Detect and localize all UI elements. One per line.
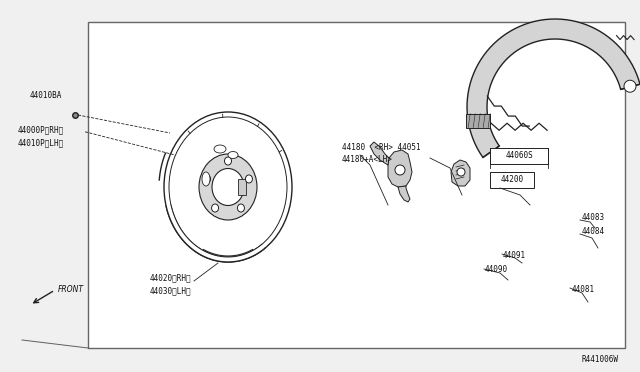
Ellipse shape (225, 157, 232, 165)
Text: R441006W: R441006W (581, 355, 618, 364)
Polygon shape (166, 205, 265, 262)
FancyBboxPatch shape (88, 22, 625, 348)
Ellipse shape (245, 175, 252, 183)
Text: 44020〈RH〉: 44020〈RH〉 (150, 273, 191, 282)
Circle shape (457, 168, 465, 176)
Polygon shape (398, 186, 410, 202)
Text: 44200: 44200 (500, 176, 524, 185)
Text: 44030〈LH〉: 44030〈LH〉 (150, 286, 191, 295)
Polygon shape (467, 19, 640, 157)
Text: 44091: 44091 (503, 250, 526, 260)
Polygon shape (370, 142, 389, 165)
Text: 44083: 44083 (582, 214, 605, 222)
Ellipse shape (204, 175, 211, 183)
Ellipse shape (237, 204, 244, 212)
Polygon shape (164, 112, 292, 262)
FancyBboxPatch shape (466, 113, 490, 128)
Text: 44180+A<LH>: 44180+A<LH> (342, 155, 393, 164)
FancyBboxPatch shape (490, 172, 534, 188)
Ellipse shape (212, 204, 219, 212)
Text: 44060S: 44060S (505, 151, 533, 160)
Circle shape (624, 80, 636, 92)
Polygon shape (451, 160, 470, 186)
Text: 44010BA: 44010BA (30, 90, 62, 99)
Ellipse shape (202, 172, 210, 186)
Ellipse shape (199, 154, 257, 220)
Text: 44090: 44090 (485, 266, 508, 275)
Ellipse shape (228, 151, 238, 158)
Circle shape (395, 165, 405, 175)
Text: 44000P〈RH〉: 44000P〈RH〉 (18, 125, 64, 135)
Text: 44180  <RH> 44051: 44180 <RH> 44051 (342, 144, 420, 153)
Text: 44010P〈LH〉: 44010P〈LH〉 (18, 138, 64, 148)
FancyBboxPatch shape (490, 148, 548, 164)
Text: FRONT: FRONT (58, 285, 84, 295)
Ellipse shape (212, 169, 244, 205)
Polygon shape (388, 150, 412, 187)
Text: 44081: 44081 (572, 285, 595, 295)
Polygon shape (238, 179, 246, 195)
Text: 44084: 44084 (582, 228, 605, 237)
Ellipse shape (214, 145, 226, 153)
